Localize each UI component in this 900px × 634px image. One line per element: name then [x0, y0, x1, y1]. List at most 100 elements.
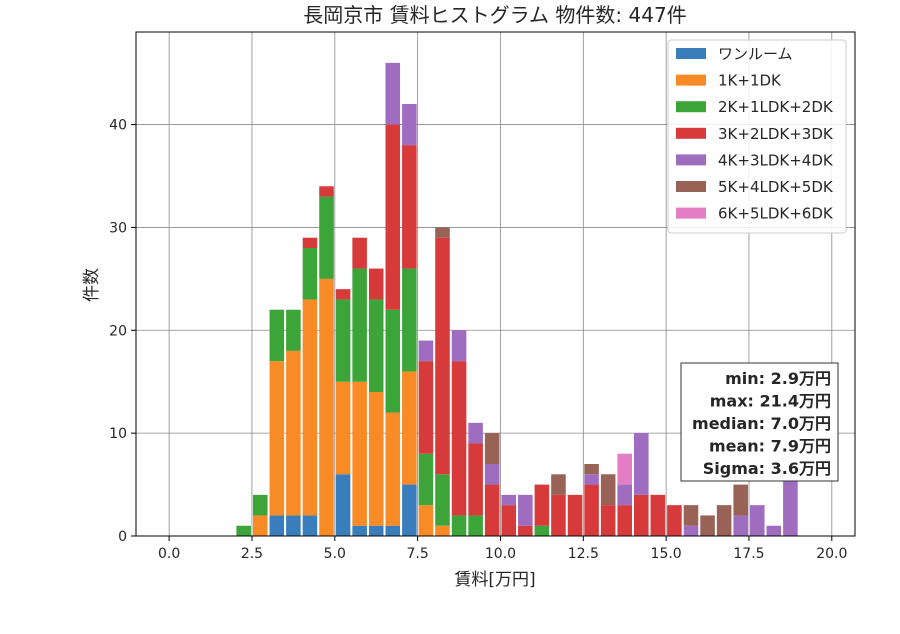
bar-segment — [352, 237, 367, 269]
stats-box-frame — [680, 362, 839, 482]
legend-label: 5K+4LDK+5DK — [718, 178, 834, 196]
legend-swatch — [676, 74, 706, 86]
bar-segment — [418, 505, 434, 536]
bar-segment — [418, 361, 434, 454]
stats-line: median: 7.0万円 — [692, 414, 831, 433]
y-tick-label: 10 — [109, 426, 127, 442]
stats-box: min: 2.9万円 max: 21.4万円 median: 7.0万円 mean: … — [680, 362, 839, 482]
bar-segment — [634, 433, 649, 495]
bar-segment — [418, 340, 434, 362]
legend-label: 6K+5LDK+6DK — [718, 205, 834, 223]
x-tick-label: 7.5 — [407, 546, 429, 562]
bar-segment — [650, 494, 666, 536]
bar-segment — [435, 525, 450, 536]
legend-swatch — [676, 101, 706, 113]
bar-segment — [468, 515, 483, 536]
x-axis-label: 賃料[万円] — [454, 570, 535, 590]
bar-segment — [584, 464, 599, 475]
bar-segment — [252, 515, 268, 536]
bar-segment — [484, 464, 500, 485]
x-tick-label: 5.0 — [324, 546, 346, 562]
bar-segment — [252, 494, 268, 516]
bar-segment — [236, 525, 251, 536]
bar-segment — [335, 299, 351, 382]
legend-swatch — [676, 48, 706, 59]
y-axis-label: 件数 — [82, 268, 102, 302]
bar-segment — [418, 453, 434, 506]
bar-segment — [352, 381, 367, 526]
bar-segment — [617, 453, 633, 485]
bar-segment — [468, 443, 483, 516]
legend-swatch — [676, 207, 706, 219]
x-tick-label: 2.5 — [241, 546, 263, 562]
bar-segment — [385, 124, 401, 310]
bar-segment — [402, 371, 417, 485]
bar-segment — [352, 525, 367, 536]
bar-segment — [600, 474, 616, 506]
bar-segment — [518, 525, 533, 536]
bar-segment — [269, 361, 285, 516]
bar-segment — [733, 484, 748, 516]
stats-line: mean: 7.9万円 — [709, 437, 831, 456]
bar-segment — [402, 268, 417, 372]
bar-segment — [766, 525, 782, 536]
bar-segment — [484, 484, 500, 536]
bar-segment — [484, 433, 500, 464]
legend-label: 1K+1DK — [718, 72, 782, 90]
plot-frame — [135, 31, 856, 537]
y-tick-label: 20 — [109, 323, 127, 339]
bar-segment — [269, 515, 285, 536]
bar-segment — [335, 289, 351, 300]
y-tick-label: 30 — [109, 220, 127, 236]
bar-segment — [749, 505, 765, 536]
bar-segment — [683, 505, 699, 526]
bar-segment — [435, 237, 450, 475]
bar-segment — [302, 299, 318, 516]
bar-segment — [783, 474, 798, 536]
bar-segment — [584, 474, 599, 485]
bar-segment — [302, 248, 318, 300]
axes — [131, 31, 856, 541]
bar-segment — [584, 484, 599, 536]
x-tick-label: 10.0 — [485, 546, 516, 562]
stats-line: min: 2.9万円 — [725, 369, 831, 388]
bar-segment — [368, 392, 384, 526]
bar-segment — [385, 412, 401, 526]
bar-segment — [319, 186, 334, 197]
bar-segment — [716, 505, 732, 536]
y-tick-label: 40 — [109, 118, 127, 134]
bar-segment — [667, 505, 682, 536]
stats-line: Sigma: 3.6万円 — [703, 459, 831, 478]
legend-label: ワンルーム — [718, 45, 793, 63]
bar-segment — [733, 515, 748, 536]
bar-segment — [335, 381, 351, 475]
bar-segment — [385, 525, 401, 536]
bar-segment — [683, 525, 699, 536]
bar-segment — [385, 62, 401, 125]
legend-label: 3K+2LDK+3DK — [718, 125, 834, 143]
bar-segment — [352, 268, 367, 382]
bar-segment — [302, 237, 318, 248]
bar-segment — [567, 494, 583, 536]
bar-segment — [617, 505, 633, 536]
bar-segment — [385, 309, 401, 413]
chart-title: 長岡京市 賃料ヒストグラム 物件数: 447件 — [303, 3, 686, 27]
tick-labels: 0.0 2.5 5.0 7.5 10.0 12.5 15.0 17.5 20.0 0 10 20 30 4… — [109, 118, 847, 562]
bar-segment — [402, 484, 417, 536]
bar-segment — [534, 525, 550, 536]
bar-segment — [551, 494, 566, 536]
x-tick-label: 0.0 — [158, 546, 180, 562]
x-tick-label: 15.0 — [651, 546, 682, 562]
bar-segment — [335, 474, 351, 536]
bar-segment — [435, 474, 450, 526]
bar-segment — [319, 196, 334, 279]
y-tick-label: 0 — [118, 529, 127, 545]
bar-segment — [269, 309, 285, 362]
bar-segment — [402, 104, 417, 146]
bar-segment — [518, 494, 533, 526]
bar-segment — [634, 494, 649, 536]
bar-segment — [600, 505, 616, 536]
bars-group — [236, 62, 798, 536]
